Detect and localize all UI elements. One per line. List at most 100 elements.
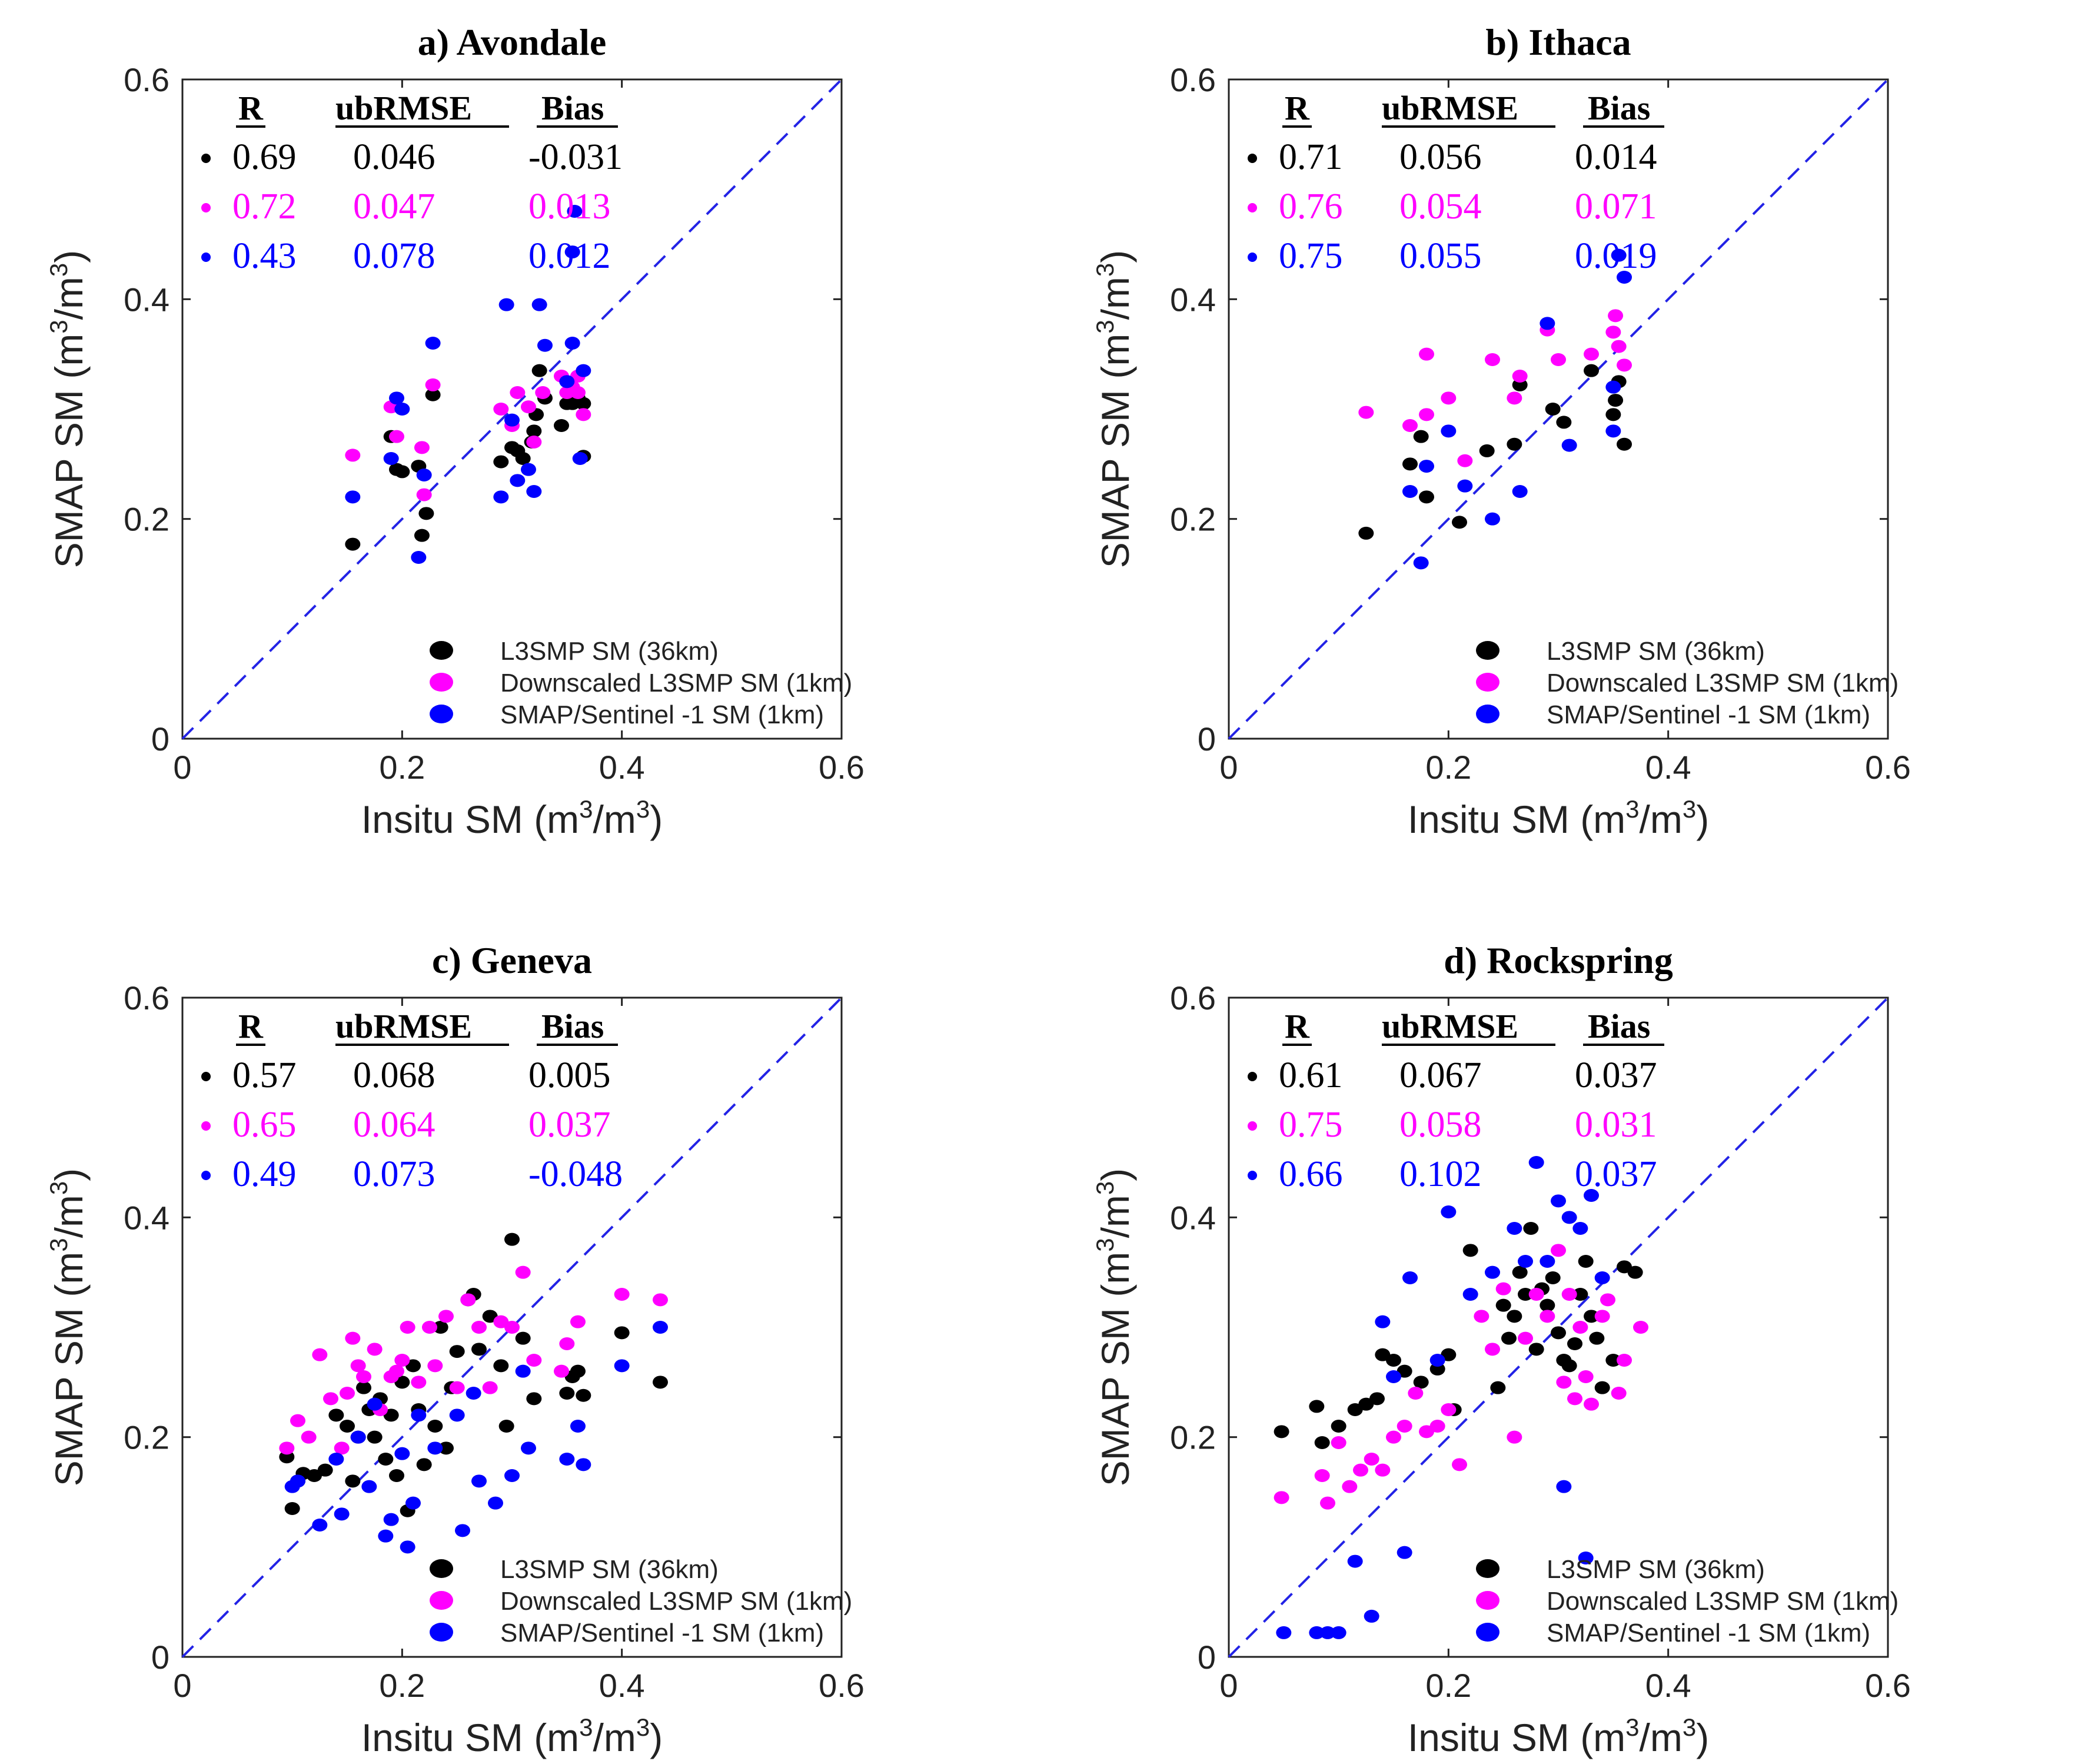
data-point bbox=[1523, 1222, 1539, 1235]
data-point bbox=[510, 386, 526, 399]
data-point bbox=[1512, 485, 1528, 498]
data-point bbox=[345, 449, 361, 462]
data-point bbox=[1605, 380, 1621, 394]
data-point bbox=[559, 1387, 575, 1400]
data-point bbox=[1584, 347, 1599, 361]
y-tick-label: 0.2 bbox=[124, 1419, 169, 1456]
data-point bbox=[1617, 271, 1632, 284]
y-axis-label-close: ) bbox=[1093, 250, 1137, 263]
y-tick-label: 0.6 bbox=[124, 61, 169, 98]
data-point bbox=[405, 1496, 421, 1510]
x-axis-label: Insitu SM (m3/m3) bbox=[361, 1713, 663, 1759]
stats-value: 0.71 bbox=[1279, 137, 1343, 177]
x-axis-label-exp2: 3 bbox=[636, 795, 650, 823]
y-axis-label-exp2: 3 bbox=[1091, 1181, 1119, 1195]
stats-value: 0.046 bbox=[353, 137, 435, 177]
stats-row-marker bbox=[1248, 154, 1257, 163]
data-point bbox=[1605, 325, 1621, 339]
data-point bbox=[515, 1265, 531, 1279]
data-point bbox=[328, 1453, 344, 1466]
legend-label: L3SMP SM (36km) bbox=[500, 637, 719, 666]
data-point bbox=[312, 1519, 328, 1532]
data-point bbox=[449, 1345, 465, 1358]
data-point bbox=[1567, 1337, 1582, 1350]
data-point bbox=[1572, 1288, 1588, 1301]
data-point bbox=[1551, 1194, 1566, 1208]
data-point bbox=[1358, 406, 1374, 419]
data-point bbox=[433, 1321, 448, 1334]
data-point bbox=[1309, 1626, 1325, 1639]
data-point bbox=[350, 1359, 366, 1373]
y-tick-label: 0.4 bbox=[124, 281, 169, 318]
legend-marker bbox=[430, 1623, 453, 1642]
data-point bbox=[1556, 416, 1572, 429]
y-axis-label-text: SMAP SM (m bbox=[47, 334, 91, 568]
data-point bbox=[471, 1343, 487, 1356]
data-point bbox=[1572, 1222, 1588, 1235]
data-point bbox=[504, 1233, 520, 1246]
data-point bbox=[1572, 1321, 1588, 1334]
stats-row-marker bbox=[1248, 203, 1257, 212]
data-point bbox=[1419, 347, 1434, 361]
x-axis-label: Insitu SM (m3/m3) bbox=[1408, 1713, 1709, 1759]
legend-marker bbox=[1476, 673, 1500, 692]
y-axis-label-exp: 3 bbox=[1091, 1238, 1119, 1251]
y-tick-label: 0.2 bbox=[1170, 501, 1216, 538]
x-axis-label-text: Insitu SM (m bbox=[361, 798, 579, 841]
data-point bbox=[1320, 1496, 1335, 1510]
stats-header-R: R bbox=[238, 89, 264, 127]
data-point bbox=[564, 245, 580, 259]
data-point bbox=[1369, 1392, 1385, 1406]
data-point bbox=[1364, 1609, 1379, 1623]
legend-label: Downscaled L3SMP SM (1km) bbox=[1547, 669, 1899, 697]
y-axis-label-close: ) bbox=[47, 1168, 91, 1181]
data-point bbox=[614, 1359, 630, 1373]
data-point bbox=[576, 1388, 591, 1402]
data-point bbox=[1633, 1321, 1648, 1334]
y-axis-label-text: SMAP SM (m bbox=[1093, 334, 1137, 568]
data-point bbox=[425, 388, 441, 401]
stats-value: 0.43 bbox=[232, 236, 297, 276]
y-tick-label: 0.2 bbox=[124, 501, 169, 538]
x-tick-label: 0.4 bbox=[599, 1667, 645, 1704]
data-point bbox=[1540, 1255, 1555, 1268]
data-point bbox=[414, 529, 430, 542]
data-point bbox=[1605, 408, 1621, 421]
x-axis-label-mid: /m bbox=[1640, 798, 1683, 841]
data-point bbox=[1402, 485, 1418, 498]
data-point bbox=[389, 1469, 404, 1482]
data-point bbox=[1402, 457, 1418, 471]
data-point bbox=[425, 378, 441, 391]
data-point bbox=[340, 1420, 355, 1433]
data-point bbox=[1617, 1354, 1632, 1367]
stats-value: 0.047 bbox=[353, 187, 435, 227]
panel-1: a) Avondale 0 0.2 0.4 0.6 0 0.2 0.4 0.6 Insitu SM… bbox=[45, 21, 865, 841]
legend-label: Downscaled L3SMP SM (1km) bbox=[500, 669, 852, 697]
data-point bbox=[1485, 353, 1500, 366]
data-point bbox=[1397, 1546, 1412, 1559]
x-axis-label-exp2: 3 bbox=[636, 1713, 650, 1741]
x-axis-label-exp: 3 bbox=[579, 795, 593, 823]
stats-value: 0.037 bbox=[528, 1105, 611, 1145]
y-axis-label: SMAP SM (m3/m3) bbox=[45, 250, 91, 569]
stats-value: 0.067 bbox=[1399, 1055, 1482, 1095]
data-point bbox=[564, 337, 580, 350]
stats-value: 0.75 bbox=[1279, 236, 1343, 276]
stats-value: 0.013 bbox=[528, 187, 611, 227]
y-axis-label-exp: 3 bbox=[1091, 320, 1119, 333]
one-to-one-line bbox=[1228, 996, 1889, 1658]
data-point bbox=[1551, 353, 1566, 366]
stats-row-marker bbox=[1248, 1072, 1257, 1081]
data-point bbox=[1441, 391, 1457, 405]
data-point bbox=[1611, 340, 1627, 353]
data-point bbox=[394, 403, 410, 416]
data-point bbox=[1495, 1282, 1511, 1295]
data-point bbox=[1419, 490, 1434, 504]
data-point bbox=[570, 386, 586, 399]
stats-row-marker bbox=[201, 253, 211, 262]
data-point bbox=[411, 551, 427, 564]
data-point bbox=[1353, 1463, 1368, 1477]
x-tick-label: 0.4 bbox=[1645, 749, 1691, 786]
data-point bbox=[1320, 1626, 1335, 1639]
data-point bbox=[389, 430, 404, 443]
